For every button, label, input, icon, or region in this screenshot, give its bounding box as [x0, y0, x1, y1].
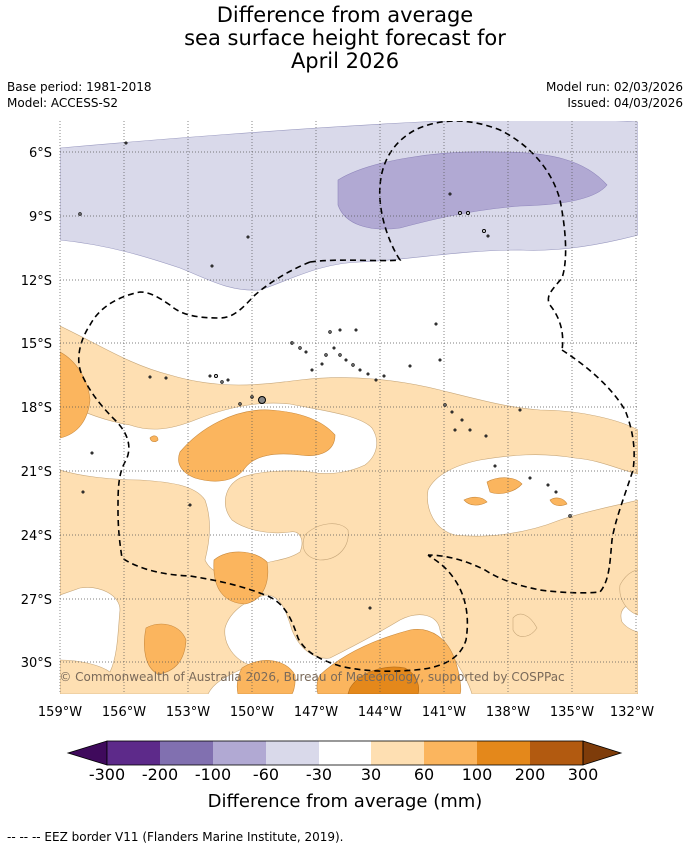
colorbar-tick-label: 300 [567, 765, 599, 784]
eez-border-marquesas [309, 121, 567, 351]
lon-label: 132°W [610, 705, 654, 720]
lat-label: 21°S [21, 465, 52, 480]
anomaly-positive-main-band [60, 325, 638, 694]
colorbar-tick-label: 60 [413, 765, 435, 784]
colorbar-tick-label: -60 [252, 765, 280, 784]
colorbar-bin [319, 741, 371, 765]
colorbar-low-extend [66, 740, 108, 766]
colorbar-tick-label: -200 [141, 765, 179, 784]
eez-footnote: -- -- -- EEZ border V11 (Flanders Marine… [7, 830, 344, 844]
eez-borders [78, 121, 635, 672]
title-line-1: Difference from average [216, 3, 474, 27]
anomaly-positive-core-central [178, 409, 336, 482]
lon-label: 135°W [550, 705, 594, 720]
copyright-notice: © Commonwealth of Australia 2026, Bureau… [59, 670, 564, 684]
colorbar-tick-label: -300 [88, 765, 126, 784]
colorbar-bin [266, 741, 319, 765]
anomaly-positive-core-east-b [463, 496, 488, 506]
colorbar-bin [477, 741, 530, 765]
anomaly-positive-small-south [512, 613, 538, 637]
anomaly-negative-north-core [337, 151, 608, 230]
anomaly-positive-core-east-c [549, 497, 568, 506]
longitude-labels: 159°W 156°W 153°W 150°W 147°W 144°W 141°… [38, 705, 654, 720]
colorbar-tick-label: 200 [514, 765, 546, 784]
colorbar-title: Difference from average (mm) [207, 791, 483, 812]
lat-label: 18°S [21, 401, 52, 416]
colorbar-bin [107, 741, 160, 765]
graticule [59, 121, 638, 694]
anomaly-positive-far-east [619, 569, 638, 616]
lat-label: 27°S [21, 593, 52, 608]
lon-label: 144°W [358, 705, 402, 720]
chart-title: Difference from average sea surface heig… [0, 4, 690, 73]
lon-label: 150°W [230, 705, 274, 720]
lat-label: 24°S [21, 529, 52, 544]
colorbar-tick-label: -100 [194, 765, 232, 784]
lat-label: 30°S [21, 656, 52, 671]
colorbar-tick-label: -30 [305, 765, 333, 784]
lat-label: 9°S [29, 210, 52, 225]
base-period: Base period: 1981-2018 [7, 80, 152, 94]
colorbar-bin [160, 741, 213, 765]
latitude-labels: 6°S 9°S 12°S 15°S 18°S 21°S 24°S 27°S 30… [21, 146, 52, 671]
colorbar-bin [371, 741, 424, 765]
islands [78, 141, 572, 610]
anomaly-positive-small-west [149, 435, 159, 443]
lon-label: 138°W [486, 705, 530, 720]
issued-date: Issued: 04/03/2026 [567, 96, 683, 110]
map-plot-area [60, 121, 638, 694]
lat-label: 6°S [29, 146, 52, 161]
colorbar-high-extend [582, 740, 623, 766]
eez-border-cook-islands [78, 261, 469, 672]
meta-right: Model run: 02/03/2026 Issued: 04/03/2026 [546, 79, 683, 111]
anomaly-positive-small-east [302, 523, 349, 561]
colorbar-tick-label: 100 [461, 765, 493, 784]
lat-label: 12°S [21, 274, 52, 289]
title-line-3: April 2026 [290, 49, 400, 73]
lon-label: 159°W [38, 705, 82, 720]
anomaly-positive-core-east-a [486, 477, 523, 494]
anomaly-positive-strong-southeast [347, 666, 419, 694]
colorbar-bin [530, 741, 583, 765]
model-run: Model run: 02/03/2026 [545, 80, 683, 94]
anomaly-positive-core-south-b [144, 623, 187, 675]
lon-label: 141°W [422, 705, 466, 720]
lon-label: 147°W [294, 705, 338, 720]
anomaly-positive-core-west [60, 351, 91, 439]
lon-label: 156°W [102, 705, 146, 720]
meta-left: Base period: 1981-2018 Model: ACCESS-S2 [7, 79, 152, 111]
eez-border-french-polynesia [427, 349, 635, 594]
colorbar-frame [106, 740, 584, 766]
colorbar-bin [213, 741, 266, 765]
model-name: Model: ACCESS-S2 [7, 96, 119, 110]
lon-label: 153°W [166, 705, 210, 720]
lat-label: 15°S [21, 337, 52, 352]
colorbar [66, 740, 623, 766]
colorbar-bin [424, 741, 477, 765]
title-line-2: sea surface height forecast for [184, 26, 506, 50]
anomaly-positive-core-southeast [316, 629, 462, 694]
colorbar-tick-label: 30 [360, 765, 382, 784]
